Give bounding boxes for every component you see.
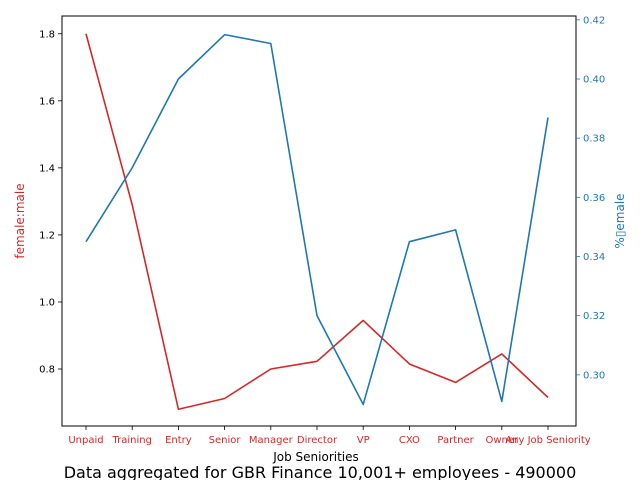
y-right-axis-label: %▯emale (613, 193, 627, 248)
x-tick-label: Unpaid (68, 435, 103, 446)
y-left-tick-label: 1.4 (39, 163, 55, 174)
y-right-tick-label: 0.32 (583, 311, 605, 322)
y-right-tick-label: 0.42 (583, 15, 605, 26)
y-left-tick-label: 0.8 (39, 365, 55, 376)
y-right-tick-label: 0.30 (583, 370, 605, 381)
x-tick-label: Manager (249, 435, 294, 446)
x-tick-label: Partner (437, 435, 474, 446)
x-tick-label: CXO (399, 435, 420, 446)
series-line-female-male-ratio (85, 33, 549, 411)
x-tick-label: Entry (165, 435, 192, 446)
x-tick-label: Training (111, 435, 151, 446)
x-axis-label: Job Seniorities (272, 450, 359, 464)
y-right-tick-label: 0.34 (583, 252, 605, 263)
y-left-tick-label: 1.2 (39, 230, 55, 241)
y-right-tick-label: 0.38 (583, 134, 605, 145)
y-left-tick-label: 1.0 (39, 297, 55, 308)
x-tick-label: Owner (485, 435, 519, 446)
x-tick-label: Director (297, 435, 338, 446)
y-right-tick-label: 0.40 (583, 75, 605, 86)
chart-footer: Data aggregated for GBR Finance 10,001+ … (64, 463, 577, 480)
series-line-pct-female (85, 33, 549, 406)
x-tick-label: Senior (209, 435, 242, 446)
y-left-tick-label: 1.6 (39, 96, 55, 107)
y-right-tick-label: 0.36 (583, 193, 605, 204)
y-left-axis-label: female:male (13, 183, 27, 258)
x-tick-label: Any Job Seniority (505, 435, 590, 446)
plot-frame (61, 15, 577, 427)
x-tick-label: VP (357, 435, 370, 446)
y-left-tick-label: 1.8 (39, 29, 55, 40)
